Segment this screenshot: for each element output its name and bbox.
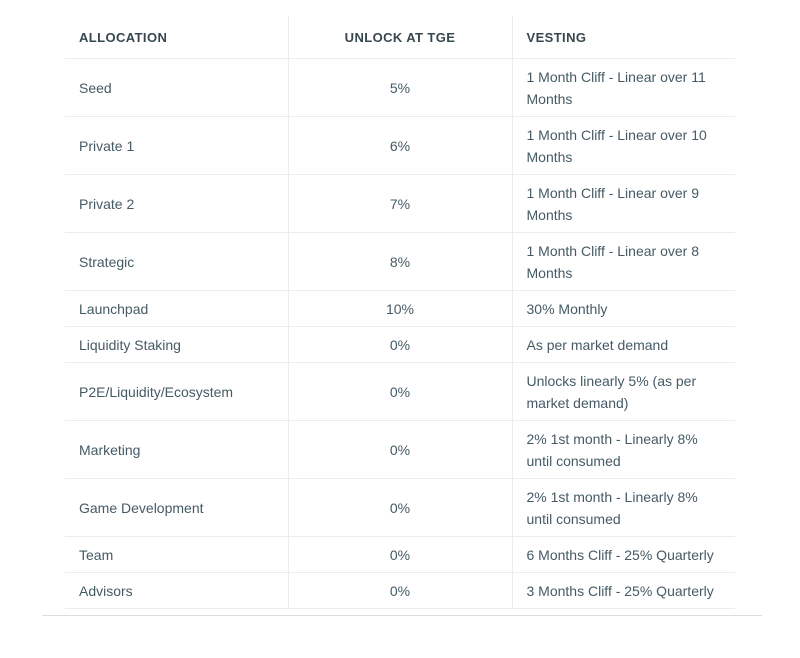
allocation-cell: Marketing xyxy=(65,420,288,479)
vesting-cell: 1 Month Cliff - Linear over 10 Months xyxy=(511,116,735,175)
allocation-cell: Launchpad xyxy=(65,290,288,327)
unlock-cell: 8% xyxy=(287,232,512,291)
vesting-cell: 1 Month Cliff - Linear over 9 Months xyxy=(511,174,735,233)
table-row: Private 1 6% 1 Month Cliff - Linear over… xyxy=(65,116,735,175)
unlock-cell: 0% xyxy=(287,420,512,479)
allocation-cell: Private 2 xyxy=(65,174,288,233)
table-header: ALLOCATION UNLOCK AT TGE VESTING xyxy=(65,16,735,59)
table-body: Seed 5% 1 Month Cliff - Linear over 11 M… xyxy=(65,58,735,609)
column-header-vesting: VESTING xyxy=(511,16,735,59)
vesting-cell: Unlocks linearly 5% (as per market deman… xyxy=(511,362,735,421)
column-header-allocation: ALLOCATION xyxy=(65,16,288,59)
table-row: Advisors 0% 3 Months Cliff - 25% Quarter… xyxy=(65,572,735,609)
vesting-table: ALLOCATION UNLOCK AT TGE VESTING Seed 5%… xyxy=(65,16,735,609)
allocation-cell: Private 1 xyxy=(65,116,288,175)
unlock-cell: 7% xyxy=(287,174,512,233)
table-row: Strategic 8% 1 Month Cliff - Linear over… xyxy=(65,232,735,291)
unlock-cell: 0% xyxy=(287,572,512,609)
allocation-cell: Strategic xyxy=(65,232,288,291)
table-row: Seed 5% 1 Month Cliff - Linear over 11 M… xyxy=(65,58,735,117)
table-row: Game Development 0% 2% 1st month - Linea… xyxy=(65,478,735,537)
allocation-cell: Liquidity Staking xyxy=(65,326,288,363)
unlock-cell: 0% xyxy=(287,326,512,363)
allocation-cell: Team xyxy=(65,536,288,573)
vesting-cell: 6 Months Cliff - 25% Quarterly xyxy=(511,536,735,573)
vesting-cell: 2% 1st month - Linearly 8% until consume… xyxy=(511,478,735,537)
vesting-table-container: ALLOCATION UNLOCK AT TGE VESTING Seed 5%… xyxy=(42,16,762,616)
table-row: P2E/Liquidity/Ecosystem 0% Unlocks linea… xyxy=(65,362,735,421)
column-header-unlock-at-tge: UNLOCK AT TGE xyxy=(287,16,512,59)
unlock-cell: 0% xyxy=(287,478,512,537)
unlock-cell: 0% xyxy=(287,362,512,421)
table-row: Private 2 7% 1 Month Cliff - Linear over… xyxy=(65,174,735,233)
table-row: Liquidity Staking 0% As per market deman… xyxy=(65,326,735,363)
allocation-cell: P2E/Liquidity/Ecosystem xyxy=(65,362,288,421)
vesting-cell: 2% 1st month - Linearly 8% until consume… xyxy=(511,420,735,479)
allocation-cell: Seed xyxy=(65,58,288,117)
unlock-cell: 10% xyxy=(287,290,512,327)
vesting-cell: 1 Month Cliff - Linear over 11 Months xyxy=(511,58,735,117)
table-row: Marketing 0% 2% 1st month - Linearly 8% … xyxy=(65,420,735,479)
unlock-cell: 0% xyxy=(287,536,512,573)
vesting-cell: 3 Months Cliff - 25% Quarterly xyxy=(511,572,735,609)
vesting-cell: 1 Month Cliff - Linear over 8 Months xyxy=(511,232,735,291)
vesting-cell: As per market demand xyxy=(511,326,735,363)
table-row: Launchpad 10% 30% Monthly xyxy=(65,290,735,327)
vesting-cell: 30% Monthly xyxy=(511,290,735,327)
unlock-cell: 6% xyxy=(287,116,512,175)
allocation-cell: Game Development xyxy=(65,478,288,537)
header-row: ALLOCATION UNLOCK AT TGE VESTING xyxy=(65,16,735,59)
table-row: Team 0% 6 Months Cliff - 25% Quarterly xyxy=(65,536,735,573)
unlock-cell: 5% xyxy=(287,58,512,117)
allocation-cell: Advisors xyxy=(65,572,288,609)
